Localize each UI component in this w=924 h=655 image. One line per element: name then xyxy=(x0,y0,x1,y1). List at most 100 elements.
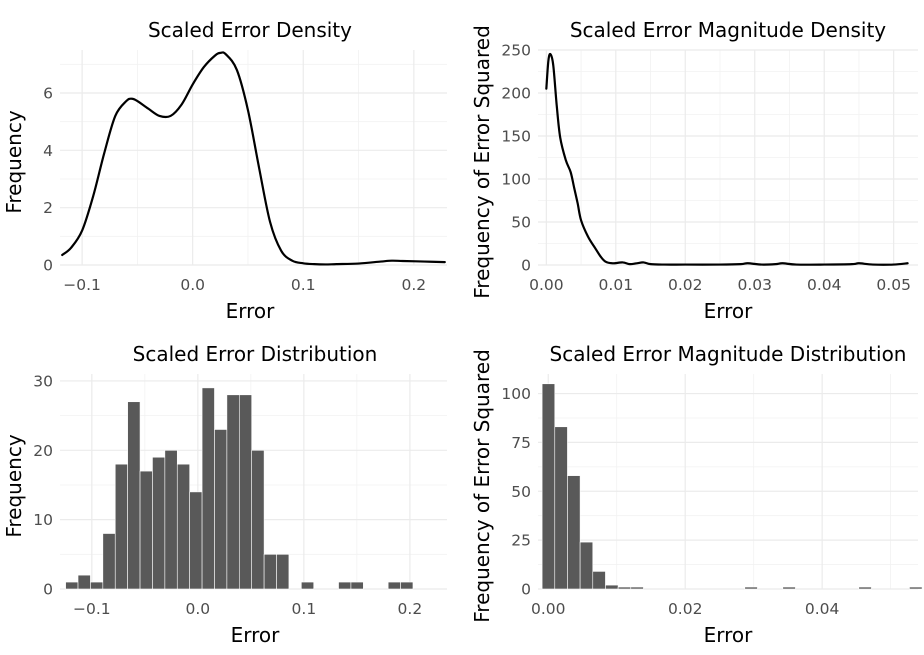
chart-title: Scaled Error Distribution xyxy=(133,342,378,366)
density-line xyxy=(545,52,909,266)
histogram-bar xyxy=(189,491,203,590)
histogram-bar xyxy=(214,429,228,590)
y-tick-label: 50 xyxy=(511,214,531,232)
histogram-bar xyxy=(201,387,215,590)
histogram-bar xyxy=(127,401,141,590)
histogram-bar xyxy=(90,581,104,590)
y-axis-label: Frequency of Error Squared xyxy=(470,349,494,623)
histogram-bar xyxy=(77,574,91,590)
y-tick-label: 0 xyxy=(521,257,531,275)
histogram-bar xyxy=(350,581,364,590)
x-tick-label: −0.1 xyxy=(73,600,111,618)
histogram-bar xyxy=(276,554,290,590)
y-tick-label: 10 xyxy=(33,511,53,529)
y-tick-label: 6 xyxy=(43,85,53,103)
y-tick-label: 30 xyxy=(33,372,53,390)
x-tick-label: 0.2 xyxy=(402,276,427,294)
y-tick-labels: 0 25 50 75 100 xyxy=(501,385,531,598)
y-tick-labels: 0 10 20 30 xyxy=(33,372,53,598)
histogram-bar xyxy=(164,449,178,590)
histogram-bar xyxy=(782,586,796,590)
x-tick-label: 0.02 xyxy=(668,276,703,294)
histogram-bar xyxy=(152,456,166,590)
y-axis-label: Frequency of Error Squared xyxy=(470,25,494,299)
x-tick-label: 0.0 xyxy=(186,600,211,618)
chart-title: Scaled Error Density xyxy=(148,18,352,42)
x-tick-label: 0.05 xyxy=(876,276,911,294)
y-axis-label: Frequency xyxy=(2,110,26,213)
histogram-bar xyxy=(744,586,758,590)
x-tick-label: 0.01 xyxy=(599,276,634,294)
histogram-bar xyxy=(858,586,872,590)
y-tick-label: 100 xyxy=(501,171,531,189)
histogram-bar xyxy=(338,581,352,590)
x-axis-label: Error xyxy=(704,623,754,647)
chart-title: Scaled Error Magnitude Distribution xyxy=(550,342,907,366)
y-tick-label: 20 xyxy=(33,442,53,460)
y-tick-label: 2 xyxy=(43,199,53,217)
x-tick-labels: −0.1 0.0 0.1 0.2 xyxy=(73,600,422,618)
histogram-bar xyxy=(400,581,414,590)
histogram-bar xyxy=(114,463,128,590)
grid-lines xyxy=(538,49,918,266)
histogram-bar xyxy=(301,581,315,590)
y-tick-label: 0 xyxy=(43,581,53,599)
histogram-bar xyxy=(176,463,190,590)
histogram-bar xyxy=(605,584,619,590)
y-tick-label: 100 xyxy=(501,385,531,403)
histogram-bar xyxy=(579,541,594,590)
panel-scaled-error-magnitude-distribution: 0.00 0.02 0.04 0 25 50 75 100 Scaled Error Mag… xyxy=(470,342,923,647)
histogram-bar xyxy=(541,383,556,590)
x-tick-label: 0.1 xyxy=(292,600,317,618)
histogram-bar xyxy=(617,586,632,590)
x-tick-labels: −0.1 0.0 0.1 0.2 xyxy=(63,276,426,294)
grid-lines xyxy=(538,374,918,590)
y-tick-label: 50 xyxy=(511,483,531,501)
x-tick-label: 0.0 xyxy=(180,276,205,294)
grid-lines xyxy=(60,50,447,266)
y-tick-label: 75 xyxy=(511,434,531,452)
y-tick-label: 4 xyxy=(43,142,53,160)
panel-scaled-error-magnitude-density: 0.00 0.01 0.02 0.03 0.04 0.05 0 50 100 150 200 250… xyxy=(470,18,918,323)
y-tick-label: 0 xyxy=(521,581,531,599)
x-tick-label: 0.00 xyxy=(531,600,566,618)
histogram-bar xyxy=(263,554,277,590)
y-tick-label: 25 xyxy=(511,532,531,550)
x-tick-label: 0.00 xyxy=(529,276,564,294)
histogram-bar xyxy=(251,449,265,590)
y-tick-label: 200 xyxy=(501,85,531,103)
x-tick-label: 0.1 xyxy=(291,276,316,294)
histogram-bar xyxy=(238,394,252,590)
histogram-bar xyxy=(139,470,153,590)
x-tick-label: 0.04 xyxy=(807,276,842,294)
histogram-bar xyxy=(226,394,240,590)
histogram-bar xyxy=(909,586,923,590)
y-tick-label: 250 xyxy=(501,42,531,60)
histogram-bars xyxy=(541,383,923,590)
histogram-bars xyxy=(65,387,414,590)
histogram-bar xyxy=(102,533,116,590)
x-tick-labels: 0.00 0.01 0.02 0.03 0.04 0.05 xyxy=(529,276,911,294)
x-tick-labels: 0.00 0.02 0.04 xyxy=(531,600,839,618)
x-tick-label: 0.2 xyxy=(398,600,423,618)
histogram-bar xyxy=(592,571,606,590)
histogram-bar xyxy=(554,426,568,590)
panel-scaled-error-distribution: −0.1 0.0 0.1 0.2 0 10 20 30 Scaled Error Distr… xyxy=(2,342,447,647)
x-axis-label: Error xyxy=(226,299,276,323)
y-tick-label: 0 xyxy=(43,257,53,275)
x-axis-label: Error xyxy=(231,623,281,647)
x-tick-label: −0.1 xyxy=(63,276,101,294)
x-tick-label: 0.02 xyxy=(668,600,703,618)
y-tick-labels: 0 50 100 150 200 250 xyxy=(501,42,531,275)
histogram-bar xyxy=(630,586,644,590)
histogram-bar xyxy=(387,581,401,590)
y-tick-label: 150 xyxy=(501,128,531,146)
histogram-bar xyxy=(567,475,581,590)
x-tick-label: 0.04 xyxy=(805,600,840,618)
histogram-bar xyxy=(65,581,79,590)
x-axis-label: Error xyxy=(704,299,754,323)
x-tick-label: 0.03 xyxy=(737,276,772,294)
density-line xyxy=(61,51,446,266)
